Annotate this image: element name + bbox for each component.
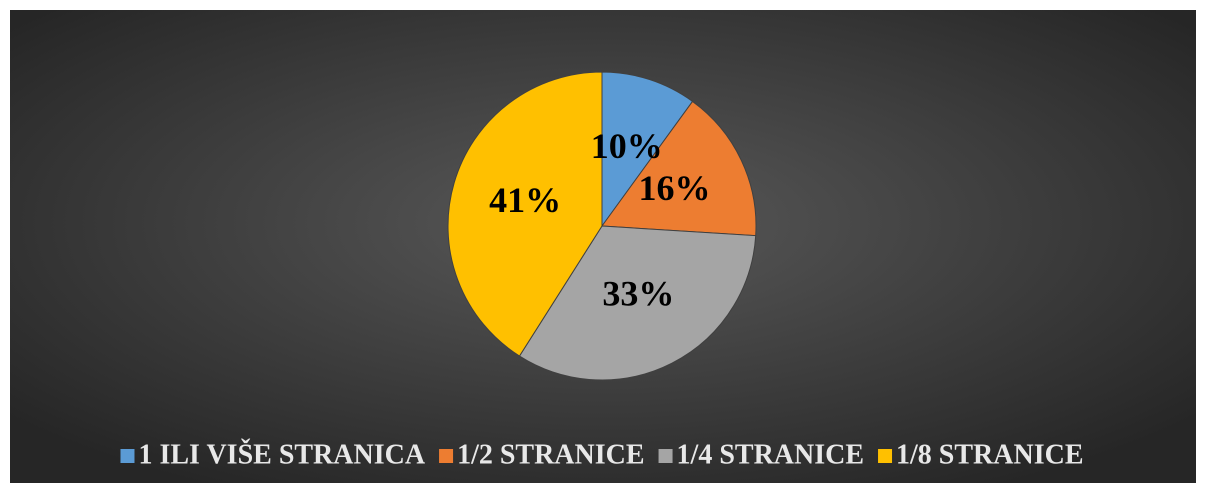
data-label: 41% (489, 180, 561, 220)
legend-label: 1/8 STRANICE (896, 439, 1083, 470)
legend-label: 1/4 STRANICE (677, 439, 864, 470)
data-label: 16% (638, 168, 710, 208)
data-label: 33% (602, 274, 674, 314)
legend-label: 1/2 STRANICE (457, 439, 644, 470)
legend-label: 1 ILI VIŠE STRANICA (138, 439, 425, 470)
legend-swatch (120, 449, 135, 463)
pie-slice (518, 225, 757, 381)
data-labels: 10%16% 33% 41% (489, 126, 710, 314)
legend-swatch (439, 449, 454, 463)
pie-slice (601, 100, 757, 237)
legend-swatch (878, 449, 893, 463)
data-label: 10% (591, 126, 663, 166)
legend: 1 ILI VIŠE STRANICA 1/2 STRANICE 1/4 STRAN… (120, 439, 1084, 470)
pie (447, 71, 757, 381)
pie-slice (447, 71, 603, 357)
legend-swatch (658, 449, 673, 463)
pie-slice (601, 71, 694, 228)
